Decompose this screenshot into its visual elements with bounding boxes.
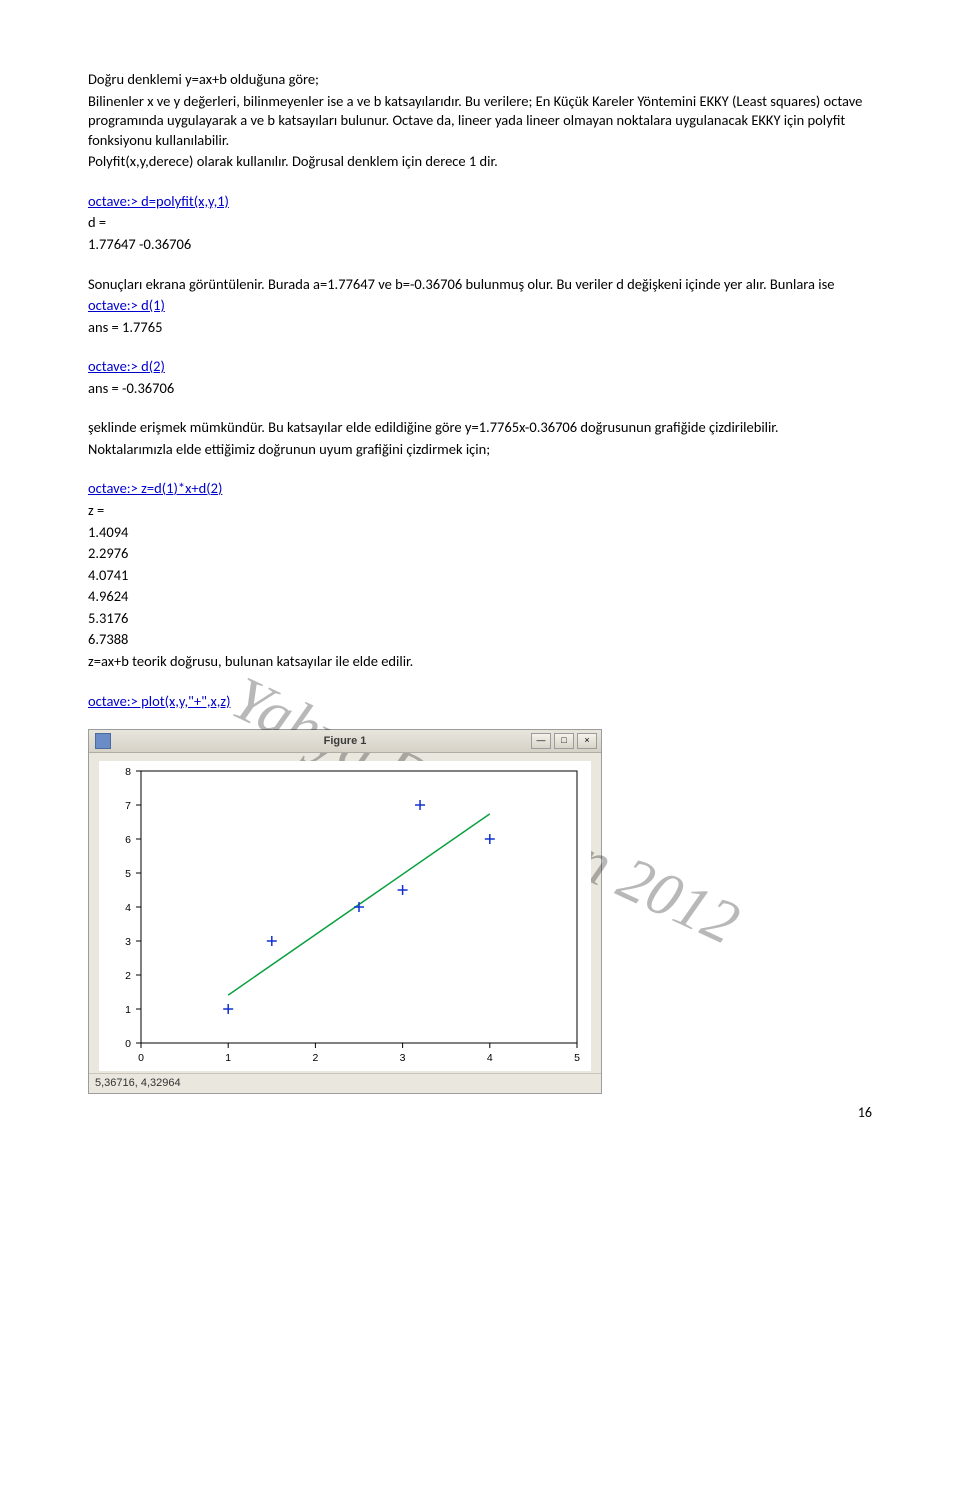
svg-text:1: 1 — [125, 1004, 131, 1016]
octave-output: 1.77647 -0.36706 — [88, 235, 872, 255]
text-line: Doğru denklemi y=ax+b olduğuna göre; — [88, 70, 872, 90]
text-paragraph: Sonuçları ekrana görüntülenir. Burada a=… — [88, 275, 872, 295]
octave-command: octave:> z=d(1)*x+d(2) — [88, 479, 872, 499]
plot-svg: 0 1 2 3 4 5 0 1 2 3 4 5 6 7 8 — [99, 761, 589, 1071]
octave-output: 5.3176 — [88, 609, 872, 629]
text-paragraph: Bilinenler x ve y değerleri, bilinmeyenl… — [88, 92, 872, 151]
plot-area: 0 1 2 3 4 5 0 1 2 3 4 5 6 7 8 — [99, 761, 591, 1071]
octave-output: d = — [88, 213, 872, 233]
svg-text:3: 3 — [125, 936, 131, 948]
octave-output: 4.0741 — [88, 566, 872, 586]
svg-text:0: 0 — [138, 1052, 144, 1064]
octave-output: 2.2976 — [88, 544, 872, 564]
octave-command: octave:> d=polyfit(x,y,1) — [88, 192, 872, 212]
svg-text:2: 2 — [312, 1052, 318, 1064]
text-paragraph: şeklinde erişmek mümkündür. Bu katsayıla… — [88, 418, 872, 438]
octave-output: 1.4094 — [88, 523, 872, 543]
octave-command: octave:> d(1) — [88, 296, 872, 316]
octave-output: ans = 1.7765 — [88, 318, 872, 338]
text-line: Polyfit(x,y,derece) olarak kullanılır. D… — [88, 152, 872, 172]
svg-text:8: 8 — [125, 766, 131, 778]
octave-output: 6.7388 — [88, 630, 872, 650]
svg-text:5: 5 — [125, 868, 131, 880]
octave-command: octave:> d(2) — [88, 357, 872, 377]
svg-text:3: 3 — [400, 1052, 406, 1064]
page-number: 16 — [88, 1104, 872, 1123]
text-line: z=ax+b teorik doğrusu, bulunan katsayıla… — [88, 652, 872, 672]
svg-text:4: 4 — [125, 902, 131, 914]
svg-text:5: 5 — [574, 1052, 580, 1064]
svg-text:6: 6 — [125, 834, 131, 846]
octave-output: z = — [88, 501, 872, 521]
status-bar: 5,36716, 4,32964 — [89, 1073, 601, 1093]
figure-window: Figure 1 — □ × 0 1 2 3 4 5 0 1 2 3 4 5 6 7 8 5,36716, … — [88, 729, 602, 1094]
text-line: Noktalarımızla elde ettiğimiz doğrunun u… — [88, 440, 872, 460]
svg-text:0: 0 — [125, 1038, 131, 1050]
svg-text:2: 2 — [125, 970, 131, 982]
title-bar: Figure 1 — □ × — [89, 730, 601, 753]
svg-text:1: 1 — [225, 1052, 231, 1064]
octave-output: 4.9624 — [88, 587, 872, 607]
svg-text:7: 7 — [125, 800, 131, 812]
octave-command: octave:> plot(x,y,"+",x,z) — [88, 692, 872, 712]
window-title: Figure 1 — [89, 734, 601, 749]
octave-output: ans = -0.36706 — [88, 379, 872, 399]
svg-text:4: 4 — [487, 1052, 493, 1064]
